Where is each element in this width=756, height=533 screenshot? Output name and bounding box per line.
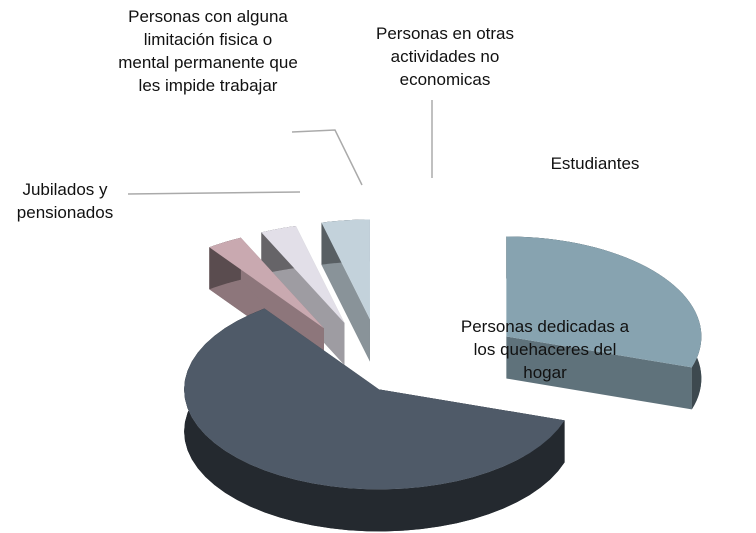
slice-top — [321, 219, 370, 320]
slice-wall — [506, 336, 692, 410]
leader-line — [291, 129, 363, 186]
slice-top — [506, 236, 702, 368]
slice-rim — [184, 308, 565, 532]
pie-slice — [506, 236, 702, 410]
pie-slice — [184, 308, 565, 532]
slice-label: Personas en otras actividades no economi… — [376, 24, 514, 89]
pie-slice — [321, 219, 370, 362]
leader-line — [127, 191, 301, 195]
slice-top — [184, 308, 565, 490]
slice-label: Personas con alguna limitación fisica o … — [118, 7, 298, 95]
slice-label: Estudiantes — [550, 154, 640, 173]
slice-top — [209, 237, 324, 329]
slice-top — [261, 226, 345, 323]
slice-label: Personas dedicadas a los quehaceres del … — [460, 317, 630, 382]
slice-label: Jubilados y pensionados — [16, 180, 114, 222]
